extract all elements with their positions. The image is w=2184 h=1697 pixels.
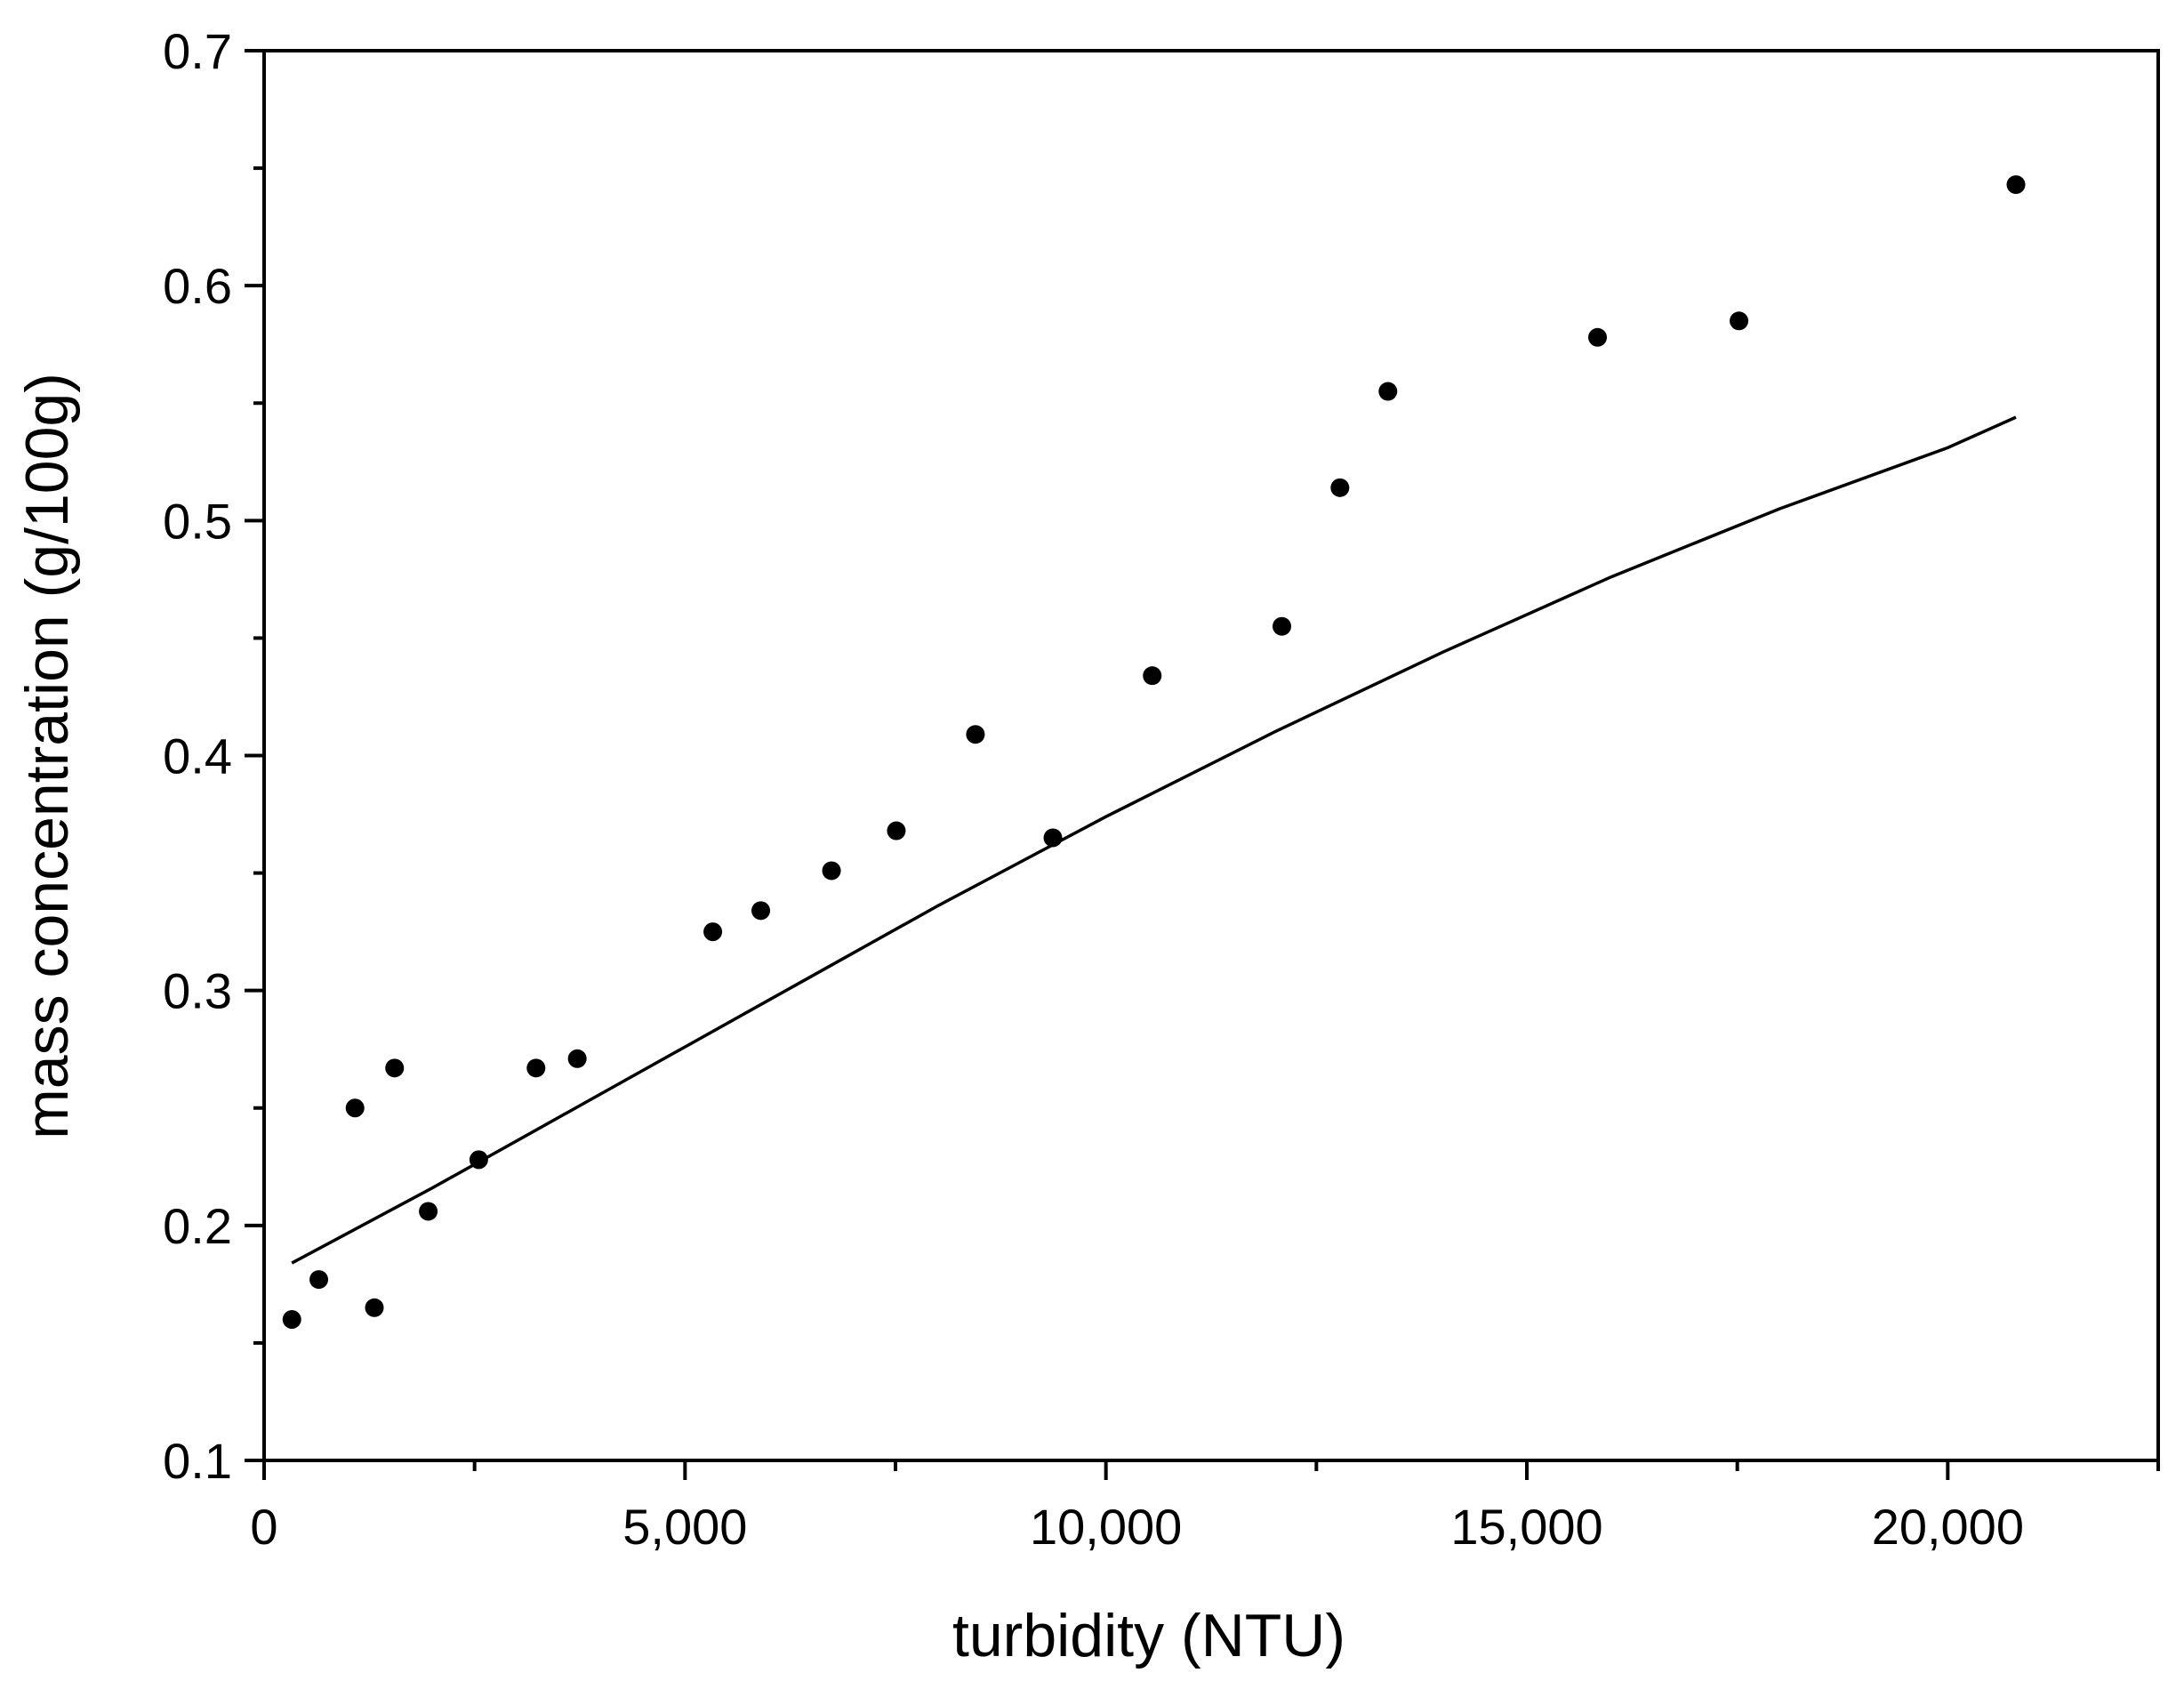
x-axis-ticks xyxy=(262,1460,2160,1480)
data-point xyxy=(309,1270,329,1290)
data-point xyxy=(282,1310,301,1329)
data-point xyxy=(751,901,771,921)
x-axis-tick-labels: 0 5,000 10,000 15,000 20,000 xyxy=(250,1499,2024,1555)
data-point xyxy=(1730,311,1749,331)
x-axis-title: turbidity (NTU) xyxy=(952,1602,1345,1669)
data-point xyxy=(703,922,723,942)
y-tick-label: 0.2 xyxy=(163,1198,232,1254)
y-axis-tick-labels: 0.1 0.2 0.3 0.4 0.5 0.6 0.7 xyxy=(163,23,232,1489)
data-point xyxy=(822,861,841,881)
y-tick-label: 0.4 xyxy=(163,728,232,784)
data-point xyxy=(526,1058,546,1078)
data-point xyxy=(385,1058,405,1078)
plot-frame xyxy=(262,49,2160,1462)
data-point xyxy=(2006,175,2026,195)
data-point xyxy=(469,1150,488,1170)
data-point xyxy=(966,725,985,744)
data-point xyxy=(365,1298,384,1317)
y-axis-ticks xyxy=(245,49,264,1462)
x-tick-label: 0 xyxy=(250,1499,277,1555)
data-points xyxy=(282,175,2026,1329)
y-axis-title: mass concentration (g/100g) xyxy=(13,373,81,1139)
data-point xyxy=(567,1049,587,1068)
data-point xyxy=(1143,666,1162,686)
x-tick-label: 20,000 xyxy=(1872,1499,2024,1555)
y-tick-label: 0.5 xyxy=(163,493,232,549)
y-tick-label: 0.6 xyxy=(163,258,232,314)
y-tick-label: 0.3 xyxy=(163,963,232,1019)
data-point xyxy=(1273,616,1292,636)
x-tick-label: 15,000 xyxy=(1450,1499,1602,1555)
data-point xyxy=(1043,828,1063,848)
data-point xyxy=(419,1202,438,1221)
data-point xyxy=(1378,382,1398,401)
data-point xyxy=(1588,327,1608,347)
data-point xyxy=(887,821,906,840)
x-tick-label: 10,000 xyxy=(1030,1499,1182,1555)
fit-curve xyxy=(291,415,2017,1265)
y-tick-label: 0.1 xyxy=(163,1433,232,1489)
y-tick-label: 0.7 xyxy=(163,23,232,79)
x-tick-label: 5,000 xyxy=(622,1499,747,1555)
data-point xyxy=(1330,478,1350,497)
data-point xyxy=(345,1098,365,1118)
